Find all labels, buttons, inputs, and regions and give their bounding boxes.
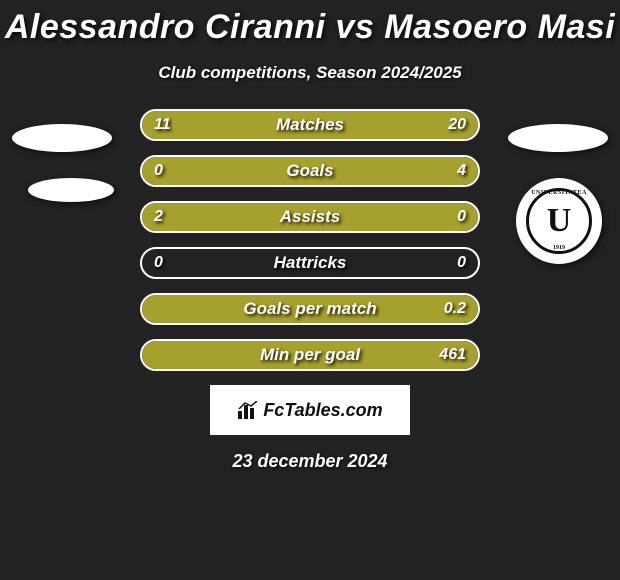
club-logo-letter: U — [547, 202, 572, 240]
bars-icon — [237, 401, 259, 419]
brand-text: FcTables.com — [263, 400, 382, 421]
stat-bar: 0.2Goals per match — [140, 293, 480, 325]
player-left-avatar-placeholder-2 — [28, 178, 114, 202]
subtitle: Club competitions, Season 2024/2025 — [0, 63, 620, 83]
stat-bar-label: Hattricks — [142, 249, 478, 277]
stat-bar-label: Assists — [142, 203, 478, 231]
stat-bar: 00Hattricks — [140, 247, 480, 279]
stat-bar: 461Min per goal — [140, 339, 480, 371]
club-logo-bottom-text: 1919 — [529, 245, 589, 251]
player-right-avatar-placeholder — [508, 124, 608, 152]
club-logo: UNIVERSITATEA U 1919 — [516, 178, 602, 264]
player-left-avatar-placeholder-1 — [12, 124, 112, 152]
brand-footer: FcTables.com — [210, 385, 410, 435]
stat-bar: 04Goals — [140, 155, 480, 187]
club-logo-top-text: UNIVERSITATEA — [529, 190, 589, 196]
stat-bar-label: Matches — [142, 111, 478, 139]
stat-bar: 20Assists — [140, 201, 480, 233]
page-title: Alessandro Ciranni vs Masoero Masi — [0, 0, 620, 47]
stat-bar: 1120Matches — [140, 109, 480, 141]
date-label: 23 december 2024 — [0, 451, 620, 472]
stat-bar-label: Min per goal — [142, 341, 478, 369]
stat-bar-label: Goals per match — [142, 295, 478, 323]
stat-bar-label: Goals — [142, 157, 478, 185]
